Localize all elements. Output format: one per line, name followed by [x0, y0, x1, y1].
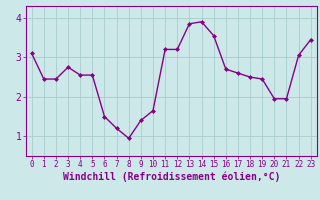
X-axis label: Windchill (Refroidissement éolien,°C): Windchill (Refroidissement éolien,°C) [62, 172, 280, 182]
